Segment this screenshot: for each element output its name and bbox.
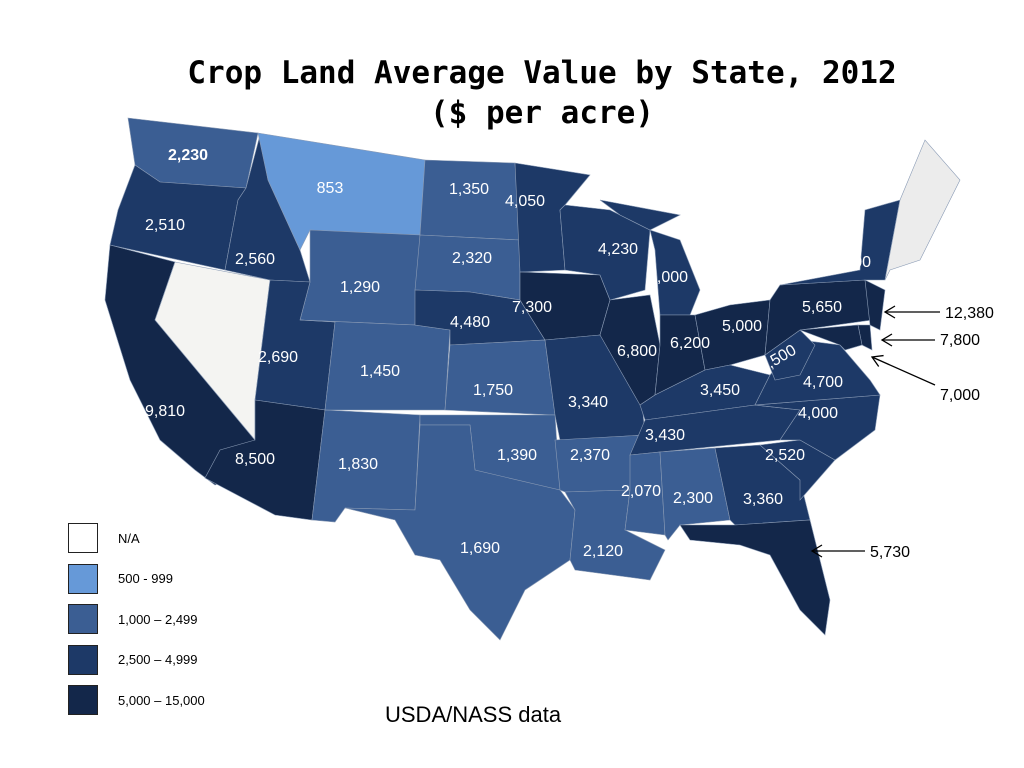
state-value-mn: 4,050 [505, 193, 545, 210]
state-value-wy: 1,290 [340, 279, 380, 296]
legend-swatch [68, 563, 98, 594]
state-tx [344, 424, 576, 641]
legend-item-2500-4999: 2,500 – 4,999 [68, 640, 205, 681]
state-value-de: 7,800 [940, 332, 980, 349]
legend-item-na: N/A [68, 518, 205, 559]
state-value-mt: 853 [317, 180, 344, 197]
state-value-ky: 3,450 [700, 382, 740, 399]
arrowhead [880, 333, 893, 347]
state-value-ks: 1,750 [473, 382, 513, 399]
state-nc [754, 394, 881, 461]
state-value-ne: 4,480 [450, 314, 490, 331]
state-value-wa: 2,230 [168, 147, 208, 164]
state-value-tx: 1,690 [460, 540, 500, 557]
annotation-arrow [871, 356, 936, 386]
state-value-ga: 3,360 [743, 491, 783, 508]
state-value-wi: 4,230 [598, 241, 638, 258]
state-value-al: 2,300 [673, 490, 713, 507]
state-value-pa: 5,650 [802, 299, 842, 316]
state-sc [759, 439, 836, 501]
map-subtitle: ($ per acre) [430, 95, 654, 131]
state-value-in: 6,200 [670, 335, 710, 352]
state-value-nc: 4,000 [798, 405, 838, 422]
state-value-oh: 5,000 [722, 318, 762, 335]
state-value-ar: 2,370 [570, 447, 610, 464]
state-ks [444, 339, 556, 416]
state-value-nd: 1,350 [449, 181, 489, 198]
state-ny [779, 199, 901, 286]
state-value-id: 2,560 [235, 251, 275, 268]
legend-item-5000-15000: 5,000 – 15,000 [68, 680, 205, 721]
legend-swatch [68, 644, 98, 675]
state-value-mo: 3,340 [568, 394, 608, 411]
state-value-la: 2,120 [583, 543, 623, 560]
state-value-ia: 7,300 [512, 299, 552, 316]
state-value-fl: 5,730 [870, 544, 910, 561]
legend-item-1000-2499: 1,000 – 2,499 [68, 599, 205, 640]
legend-swatch [68, 604, 98, 635]
state-md [799, 324, 863, 351]
state-value-tn: 3,430 [645, 427, 685, 444]
state-value-ca: 9,810 [145, 403, 185, 420]
state-ne-region [884, 139, 961, 281]
state-value-nm: 1,830 [338, 456, 378, 473]
legend-label: 5,000 – 15,000 [118, 692, 205, 708]
state-value-mi: 4,000 [648, 269, 688, 286]
arrowhead [883, 305, 896, 319]
state-value-or: 2,510 [145, 217, 185, 234]
arrowhead [870, 354, 884, 367]
legend-item-500-999: 500 - 999 [68, 559, 205, 600]
legend-swatch [68, 685, 98, 716]
legend-label: 1,000 – 2,499 [118, 611, 198, 627]
state-value-ok: 1,390 [497, 447, 537, 464]
state-value-sc: 2,520 [765, 447, 805, 464]
state-value-sd: 2,320 [452, 250, 492, 267]
state-value-az: 8,500 [235, 451, 275, 468]
legend: N/A 500 - 999 1,000 – 2,499 2,500 – 4,99… [68, 518, 205, 721]
map-title: Crop Land Average Value by State, 2012 [187, 55, 897, 91]
state-value-ny: 2,600 [831, 254, 871, 271]
state-ms [624, 451, 666, 536]
state-value-md: 7,000 [940, 387, 980, 404]
state-value-nj: 12,380 [945, 305, 994, 322]
state-sd [414, 234, 521, 301]
state-value-ms: 2,070 [621, 483, 661, 500]
state-value-ut: 2,690 [258, 349, 298, 366]
arrowhead [810, 544, 823, 558]
state-value-co: 1,450 [360, 363, 400, 380]
state-fl [679, 519, 831, 636]
state-wy [299, 229, 421, 326]
legend-label: N/A [118, 530, 140, 546]
state-value-va: 4,700 [803, 374, 843, 391]
state-value-il: 6,800 [617, 343, 657, 360]
legend-label: 500 - 999 [118, 571, 173, 587]
state-nj [864, 279, 886, 331]
source-note: USDA/NASS data [385, 702, 562, 727]
legend-label: 2,500 – 4,999 [118, 652, 198, 668]
legend-swatch [68, 523, 98, 554]
